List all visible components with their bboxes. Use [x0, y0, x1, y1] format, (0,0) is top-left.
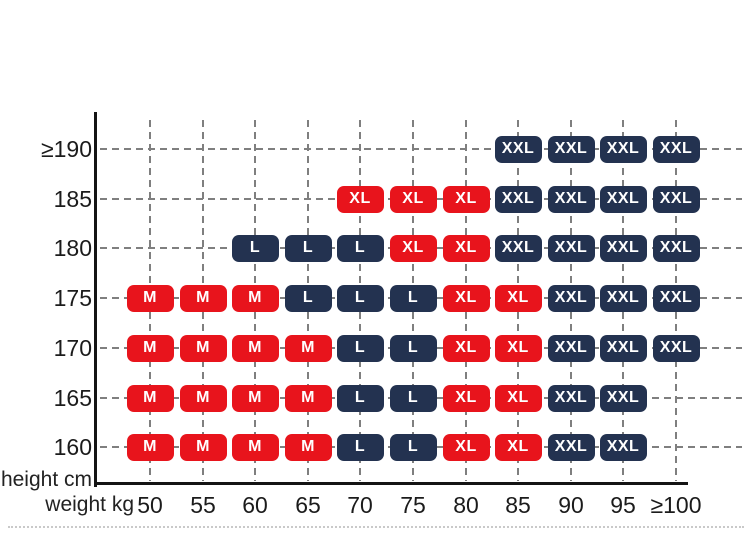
size-badge: L — [389, 433, 437, 461]
size-badge: XXL — [547, 185, 595, 213]
size-badge: XXL — [599, 185, 647, 213]
size-badge: M — [126, 334, 174, 362]
size-badge: XXL — [652, 234, 700, 262]
x-tick-label: 85 — [505, 492, 531, 518]
y-tick-label: 175 — [53, 285, 92, 311]
size-badge: XL — [389, 185, 437, 213]
y-axis-line — [94, 112, 97, 487]
size-badge: M — [126, 433, 174, 461]
size-badge: L — [336, 384, 384, 412]
size-badge: XXL — [652, 185, 700, 213]
size-badge: XL — [389, 234, 437, 262]
size-badge: M — [231, 284, 279, 312]
size-badge: L — [389, 334, 437, 362]
size-badge: XXL — [494, 135, 542, 163]
size-badge: XXL — [494, 185, 542, 213]
size-badge: M — [284, 334, 332, 362]
size-badge: XXL — [599, 284, 647, 312]
size-badge: XXL — [599, 135, 647, 163]
x-axis-caption: weight kg — [45, 493, 134, 516]
size-badge: M — [179, 284, 227, 312]
size-badge: XXL — [599, 433, 647, 461]
x-tick-label: 80 — [453, 492, 479, 518]
y-tick-label: 170 — [53, 335, 92, 361]
x-tick-label: 75 — [400, 492, 426, 518]
size-badge: XL — [494, 384, 542, 412]
y-axis-caption: height cm — [0, 468, 92, 491]
x-tick-label: 70 — [347, 492, 373, 518]
x-tick-label: 90 — [558, 492, 584, 518]
size-badge: L — [389, 284, 437, 312]
size-badge: M — [284, 384, 332, 412]
x-tick-label: 50 — [137, 492, 163, 518]
y-tick-label: 180 — [53, 235, 92, 261]
x-tick-label: 65 — [295, 492, 321, 518]
size-badge: XXL — [599, 234, 647, 262]
y-tick-label: 185 — [53, 186, 92, 212]
size-badge: XL — [442, 234, 490, 262]
size-badge: L — [284, 234, 332, 262]
size-badge: M — [126, 384, 174, 412]
size-badge: XXL — [547, 234, 595, 262]
y-tick-label: ≥190 — [41, 136, 92, 162]
size-badge: M — [231, 384, 279, 412]
size-badge: M — [179, 433, 227, 461]
size-badge: XL — [442, 334, 490, 362]
size-badge: XXL — [599, 384, 647, 412]
size-badge: XXL — [547, 384, 595, 412]
size-badge: XXL — [652, 334, 700, 362]
size-badge: L — [336, 284, 384, 312]
size-badge: XL — [442, 185, 490, 213]
size-badge: L — [336, 433, 384, 461]
size-badge: XL — [336, 185, 384, 213]
size-badge: L — [231, 234, 279, 262]
x-tick-label: ≥100 — [650, 492, 702, 518]
size-badge: L — [336, 334, 384, 362]
size-badge: XXL — [652, 135, 700, 163]
size-badge: L — [336, 234, 384, 262]
size-badge: XL — [442, 384, 490, 412]
x-tick-label: 55 — [190, 492, 216, 518]
size-badge: XL — [494, 284, 542, 312]
bottom-divider-dotted-line — [8, 526, 744, 528]
size-badge: M — [179, 384, 227, 412]
size-badge: M — [231, 433, 279, 461]
size-badge: M — [231, 334, 279, 362]
size-badge: M — [126, 284, 174, 312]
size-badge: XXL — [652, 284, 700, 312]
size-badge: M — [284, 433, 332, 461]
size-badge: XL — [442, 433, 490, 461]
y-tick-label: 165 — [53, 385, 92, 411]
x-axis-line — [94, 482, 688, 485]
size-badge: XXL — [494, 234, 542, 262]
size-badge: L — [284, 284, 332, 312]
size-badge: M — [179, 334, 227, 362]
size-badge: XXL — [547, 135, 595, 163]
x-tick-label: 60 — [242, 492, 268, 518]
size-badge: XXL — [547, 284, 595, 312]
grid-row-line — [100, 148, 742, 150]
y-tick-label: 160 — [53, 434, 92, 460]
size-badge: XXL — [547, 334, 595, 362]
x-tick-label: 95 — [610, 492, 636, 518]
size-badge: XL — [494, 334, 542, 362]
size-badge: XL — [442, 284, 490, 312]
size-badge: XXL — [599, 334, 647, 362]
size-badge: XL — [494, 433, 542, 461]
size-badge: XXL — [547, 433, 595, 461]
size-badge: L — [389, 384, 437, 412]
